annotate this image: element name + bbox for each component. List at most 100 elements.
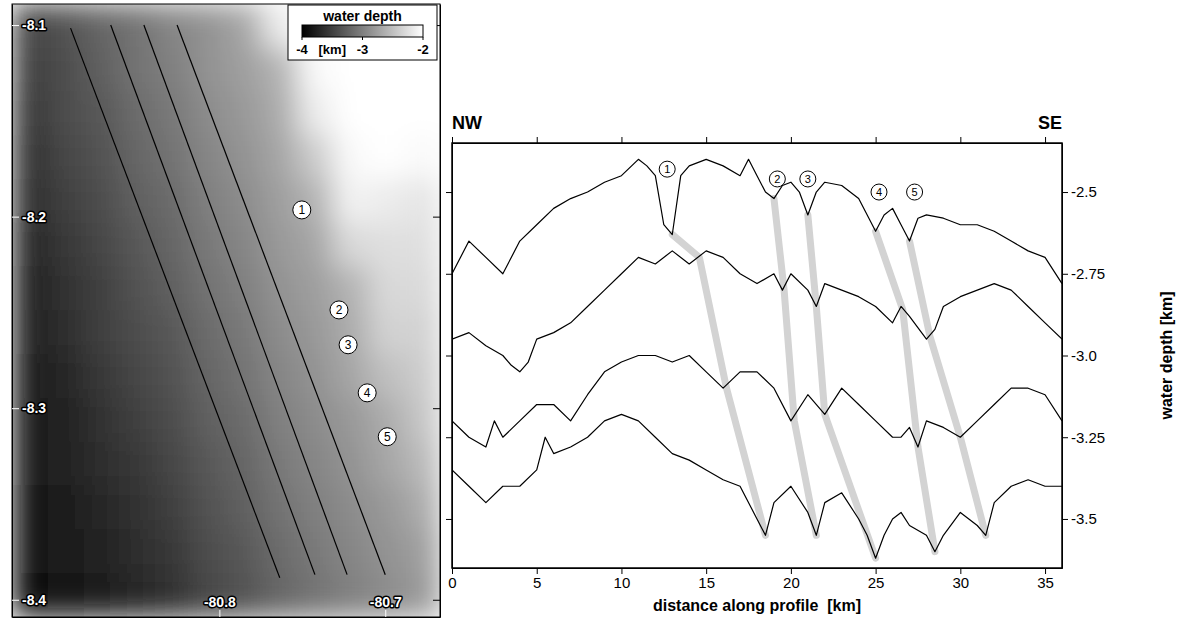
depth-cell	[48, 4, 84, 48]
depth-cell	[12, 135, 48, 179]
tick-mark	[446, 437, 452, 438]
colorbar-tick	[362, 37, 363, 40]
tick-mark	[433, 217, 440, 218]
tick-label: -80.8	[204, 594, 236, 610]
depth-cell	[48, 223, 84, 267]
y-axis-left	[446, 144, 453, 569]
feature-label: 2	[336, 303, 343, 317]
x-axis: 05101520253035	[448, 568, 1062, 591]
tick-mark	[960, 137, 961, 143]
feature-marker: 3	[800, 171, 816, 187]
feature-label: 5	[912, 186, 918, 198]
feature-circle	[378, 428, 396, 446]
feature-circle	[659, 161, 675, 177]
tick-mark	[1062, 274, 1068, 275]
tick-mark	[452, 137, 453, 143]
depth-cell	[404, 486, 440, 530]
tick: 35	[1037, 568, 1054, 591]
depth-cell	[119, 179, 155, 223]
depth-cell	[119, 529, 155, 573]
depth-cell	[262, 223, 298, 267]
depth-cell	[333, 223, 369, 267]
feature-circle	[871, 184, 887, 200]
depth-cell	[12, 267, 48, 311]
depth-cell	[262, 486, 298, 530]
feature-circle	[330, 301, 348, 319]
feature-band	[876, 231, 935, 551]
depth-cell	[333, 398, 369, 442]
plot-frame	[452, 143, 1062, 568]
depth-cell	[190, 4, 226, 48]
tick-mark	[1045, 137, 1046, 143]
depth-cell	[404, 311, 440, 355]
colorbar-scale	[302, 25, 423, 37]
profile-plot	[452, 159, 1062, 558]
tick-mark	[537, 137, 538, 143]
depth-cell	[369, 311, 405, 355]
depth-cell	[155, 311, 191, 355]
tick: -8.1	[12, 17, 46, 33]
depth-cell	[12, 48, 48, 92]
tick-label: 20	[783, 574, 800, 591]
tick: 5	[533, 568, 541, 591]
tick: -2.5	[1062, 183, 1097, 200]
depth-cell	[83, 311, 119, 355]
y-axis-title: water depth [km]	[1158, 291, 1175, 420]
depth-cell	[369, 486, 405, 530]
depth-cell	[262, 92, 298, 136]
depth-cell	[190, 529, 226, 573]
depth-cell	[119, 223, 155, 267]
tick	[433, 600, 440, 601]
tick: 20	[783, 568, 800, 591]
depth-cell	[155, 267, 191, 311]
feature-marker: 4	[871, 184, 887, 200]
depth-cell	[404, 529, 440, 573]
depth-cell	[155, 179, 191, 223]
depth-cell	[404, 573, 440, 617]
tick-label: 10	[614, 574, 631, 591]
tick: -2.75	[1062, 265, 1105, 282]
depth-cell	[297, 223, 333, 267]
axis-line	[452, 144, 453, 569]
tick-mark	[876, 137, 877, 143]
depth-cell	[190, 398, 226, 442]
depth-cell	[48, 442, 84, 486]
depth-cell	[226, 442, 262, 486]
tick: 10	[614, 568, 631, 591]
feature-marker: 2	[330, 301, 348, 319]
depth-cell	[404, 398, 440, 442]
feature-marker: 1	[293, 201, 311, 219]
tick: -80.8	[204, 594, 236, 617]
depth-cell	[404, 92, 440, 136]
depth-cell	[190, 486, 226, 530]
axis-line	[13, 617, 441, 618]
depth-cell	[83, 4, 119, 48]
tick-mark	[12, 408, 19, 409]
depth-cell	[297, 573, 333, 617]
depth-cell	[12, 398, 48, 442]
tick-label: -3.0	[1071, 347, 1097, 364]
depth-cell	[190, 48, 226, 92]
depth-cell	[12, 311, 48, 355]
map-plot	[12, 4, 440, 617]
depth-cell	[297, 529, 333, 573]
depth-cell	[369, 529, 405, 573]
tick-mark	[446, 192, 452, 193]
tick-label: 15	[698, 574, 715, 591]
tick-label: -3.5	[1071, 510, 1097, 527]
depth-cell	[155, 442, 191, 486]
depth-cell	[12, 92, 48, 136]
depth-profile	[452, 414, 1062, 558]
depth-cell	[48, 311, 84, 355]
depth-cell	[48, 48, 84, 92]
tick: -3.5	[1062, 510, 1097, 527]
depth-cell	[297, 442, 333, 486]
depth-cell	[404, 179, 440, 223]
feature-label: 5	[384, 430, 391, 444]
depth-cell	[226, 135, 262, 179]
depth-cell	[297, 92, 333, 136]
x-axis-top	[453, 137, 1063, 144]
depth-cell	[119, 486, 155, 530]
feature-circle	[907, 184, 923, 200]
feature-circle	[800, 171, 816, 187]
